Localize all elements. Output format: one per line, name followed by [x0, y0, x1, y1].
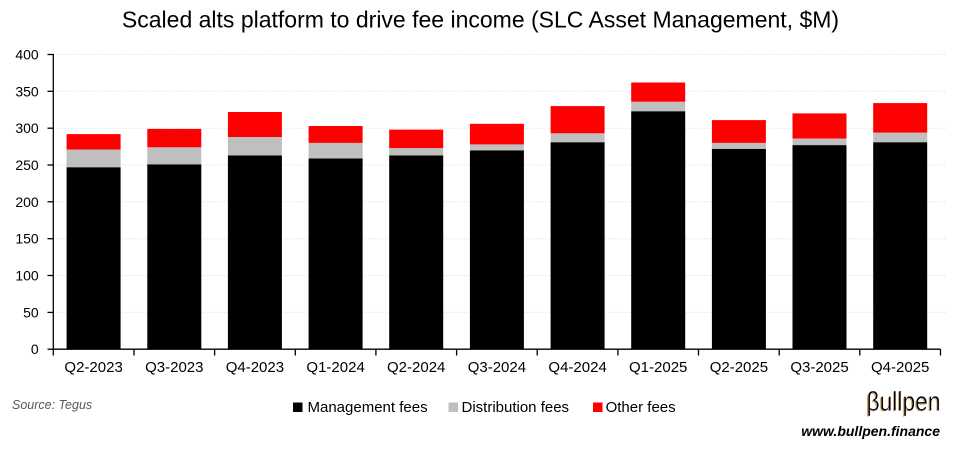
svg-text:0: 0	[31, 341, 39, 357]
svg-text:400: 400	[15, 47, 39, 63]
svg-text:Management fees: Management fees	[308, 399, 428, 416]
svg-text:250: 250	[15, 157, 39, 173]
svg-text:Q3-2024: Q3-2024	[468, 359, 526, 376]
svg-text:Q3-2025: Q3-2025	[790, 359, 848, 376]
svg-text:Q2-2025: Q2-2025	[710, 359, 768, 376]
svg-text:Scaled alts platform to drive: Scaled alts platform to drive fee income…	[122, 7, 839, 33]
svg-text:Q2-2024: Q2-2024	[387, 359, 445, 376]
svg-text:300: 300	[15, 120, 39, 136]
svg-text:200: 200	[15, 194, 39, 210]
svg-text:Q1-2025: Q1-2025	[629, 359, 687, 376]
svg-text:βullpen: βullpen	[867, 387, 941, 417]
svg-text:Q1-2024: Q1-2024	[306, 359, 364, 376]
svg-text:βullpen: βullpen	[865, 387, 939, 417]
svg-text:Distribution fees: Distribution fees	[462, 399, 570, 416]
svg-text:Q4-2024: Q4-2024	[548, 359, 606, 376]
svg-text:50: 50	[23, 304, 39, 320]
svg-text:Q4-2023: Q4-2023	[226, 359, 284, 376]
svg-text:Source: Tegus: Source: Tegus	[12, 398, 92, 412]
svg-text:www.bullpen.finance: www.bullpen.finance	[801, 423, 940, 439]
svg-text:150: 150	[15, 231, 39, 247]
svg-text:Q3-2023: Q3-2023	[145, 359, 203, 376]
svg-text:Q4-2025: Q4-2025	[871, 359, 929, 376]
svg-text:100: 100	[15, 268, 39, 284]
svg-text:350: 350	[15, 83, 39, 99]
svg-text:Other fees: Other fees	[606, 399, 676, 416]
svg-text:Q2-2023: Q2-2023	[64, 359, 122, 376]
